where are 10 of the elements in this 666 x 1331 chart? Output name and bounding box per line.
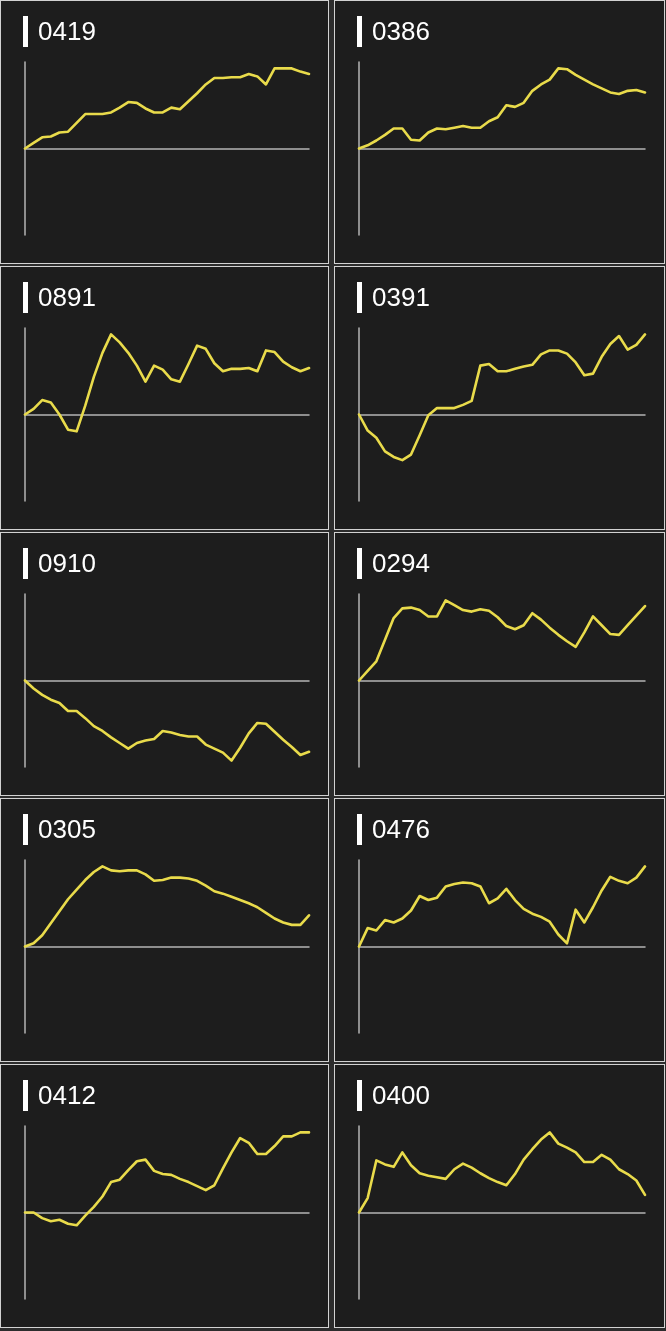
chart-title: 0400	[372, 1079, 430, 1111]
chart-title: 0891	[38, 281, 96, 313]
chart-title: 0412	[38, 1079, 96, 1111]
chart-title: 0476	[372, 813, 430, 845]
chart-title: 0419	[38, 15, 96, 47]
chart-title: 0910	[38, 547, 96, 579]
chart-title: 0386	[372, 15, 430, 47]
chart-title: 0305	[38, 813, 96, 845]
chart-title: 0391	[372, 281, 430, 313]
chart-title: 0294	[372, 547, 430, 579]
